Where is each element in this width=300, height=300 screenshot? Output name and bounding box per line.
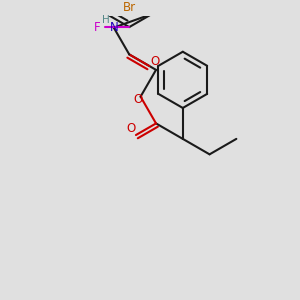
Text: Br: Br — [123, 1, 136, 14]
Text: F: F — [94, 21, 100, 34]
Text: O: O — [150, 55, 160, 68]
Text: O: O — [127, 122, 136, 135]
Text: O: O — [133, 93, 142, 106]
Text: N: N — [110, 21, 118, 34]
Text: H: H — [102, 15, 110, 25]
